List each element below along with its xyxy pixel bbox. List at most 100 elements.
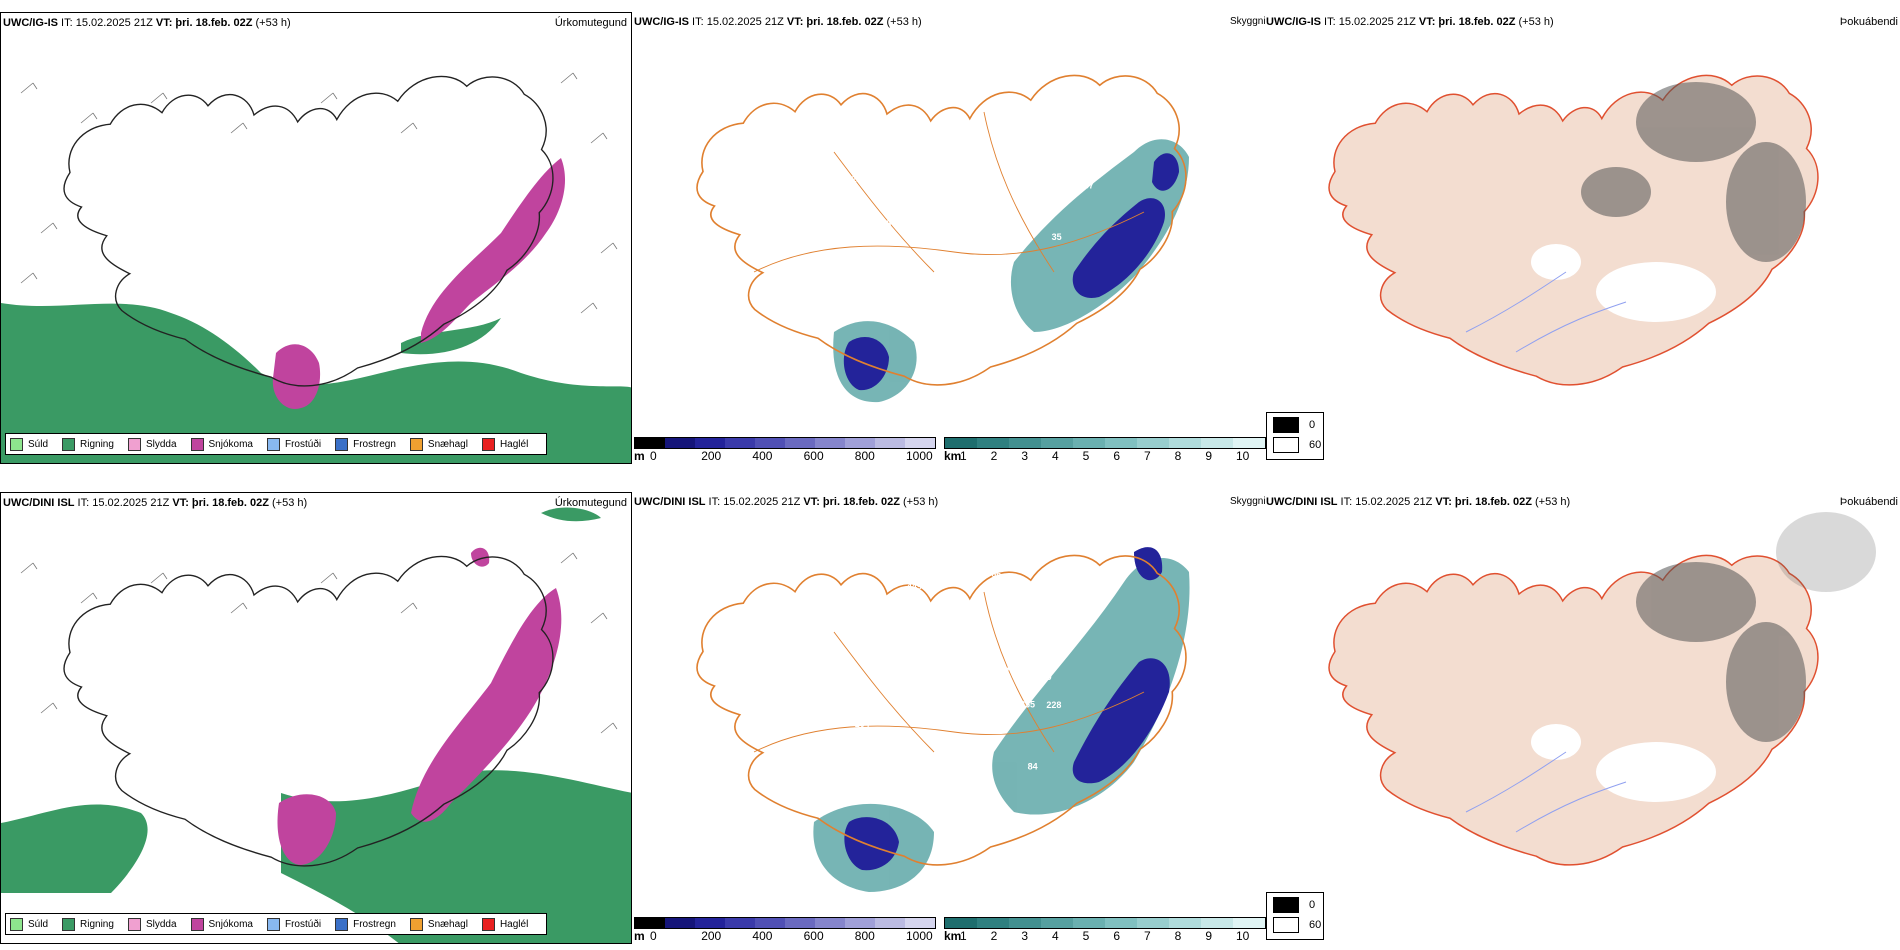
ceiling-value-label: 120 [864, 144, 879, 154]
colorbar-tick: 8 [1174, 929, 1182, 943]
panel-title: Skyggni [1230, 496, 1266, 507]
visibility-unit: km [944, 449, 962, 463]
colorbar-segment [845, 438, 875, 448]
colorbar-segment [1137, 918, 1169, 928]
colorbar-tick: 6 [1113, 929, 1121, 943]
precip-type-map-bottom: UWC/DINI ISL IT: 15.02.2025 21Z VT: þri.… [0, 492, 632, 944]
colorbar-tick: 7 [1144, 449, 1151, 463]
legend-swatch [481, 437, 495, 451]
ceiling-value-label: 449 [907, 582, 922, 592]
valid-label: VT: [786, 16, 804, 28]
ceiling-value-label: 63 [922, 762, 932, 772]
colorbar-tick: 1000 [906, 929, 933, 943]
colorbar-segment [695, 438, 725, 448]
init-time: IT: 15.02.2025 21Z [58, 17, 156, 29]
fog-legend-item: 60 [1273, 437, 1321, 453]
snow-area [272, 158, 566, 409]
legend-swatch [266, 917, 280, 931]
valid-label: VT: [1418, 16, 1436, 28]
iceland-map [1328, 512, 1876, 866]
fog-legend-label: 60 [1309, 919, 1322, 931]
ceiling-value-label: 332 [854, 584, 869, 594]
fog-clear [1531, 244, 1716, 322]
panel-header: UWC/IG-IS IT: 15.02.2025 21Z VT: þri. 18… [1266, 16, 1554, 28]
panel-header: UWC/IG-IS IT: 15.02.2025 21Z VT: þri. 18… [634, 16, 922, 28]
rivers [1465, 271, 1627, 353]
legend-item: Snjókoma [190, 917, 253, 931]
panel-title: Úrkomutegund [554, 17, 627, 29]
colorbar-segment [1169, 438, 1201, 448]
valid-time: þri. 18.feb. 02Z [819, 496, 900, 508]
fog-shading [1581, 82, 1806, 262]
ceiling-value-label: 90 [1037, 187, 1047, 197]
colorbar-tick: 7 [1144, 929, 1151, 943]
ceiling-value-label: 125 [847, 174, 862, 184]
legend-swatch [10, 917, 23, 931]
legend-label: Frostúði [284, 918, 322, 930]
legend-item: Frostúði [266, 917, 322, 931]
colorbar-tick: 200 [701, 929, 722, 943]
ceiling-value-label: 97 [956, 659, 966, 669]
colorbar-segment [977, 438, 1009, 448]
fog-legend-swatch [1273, 897, 1299, 913]
panel-title: Þokuábendi [1839, 16, 1898, 28]
colorbar-segment [1233, 918, 1265, 928]
colorbar-segment [977, 918, 1009, 928]
colorbar-segment [945, 918, 977, 928]
iceland-map: 120 54 89 91 122 118 125 332 131 43 90 87 65 72 40 42 40… [696, 74, 1189, 403]
ceiling-value-label: 332 [884, 181, 899, 191]
fog-legend-item: 0 [1273, 417, 1315, 433]
colorbar-segment [1105, 438, 1137, 448]
legend-item: Slydda [127, 437, 177, 451]
ceiling-value-label: 42 [966, 219, 976, 229]
lead-time: (+53 h) [1531, 496, 1571, 508]
iceland-map [1, 507, 631, 943]
init-time: IT: 15.02.2025 21Z [1321, 16, 1419, 28]
colorbar-tick: 0 [650, 449, 657, 463]
colorbar-segment [1201, 438, 1233, 448]
ceiling-value-label: 193 [974, 629, 989, 639]
ceiling-value-label: 40 [937, 215, 947, 225]
fog-clear [1531, 724, 1716, 802]
ceiling-value-label: 142 [994, 666, 1009, 676]
ceiling-value-label: 92 [975, 764, 985, 774]
legend-item: Snæhagl [409, 437, 468, 451]
colorbar-tick: 5 [1082, 929, 1090, 943]
fog-legend-item: 60 [1273, 917, 1321, 933]
ceiling-value-label: 317 [907, 716, 922, 726]
legend-item: Rigning [62, 917, 114, 931]
colorbar-segment [1105, 918, 1137, 928]
panel-header: UWC/DINI ISL IT: 15.02.2025 21Z VT: þri.… [1266, 496, 1570, 508]
visibility-unit: km [944, 929, 962, 943]
colorbar-tick: 200 [701, 449, 722, 463]
colorbar-segment [1041, 918, 1073, 928]
colorbar-segment [635, 918, 665, 928]
model-name: UWC/DINI ISL [634, 496, 706, 508]
colorbar-segment [1009, 438, 1041, 448]
visibility-colorbar [944, 437, 1266, 449]
wind-barbs [20, 552, 618, 734]
panel-header: UWC/IG-IS IT: 15.02.2025 21Z VT: þri. 18… [3, 17, 291, 29]
legend-swatch [190, 917, 204, 931]
colorbar-segment [815, 918, 845, 928]
legend-label: Frostregn [353, 918, 396, 930]
ceiling-unit: m [634, 449, 645, 463]
ceiling-value-label: 386 [991, 704, 1006, 714]
panel-header: UWC/DINI ISL IT: 15.02.2025 21Z VT: þri.… [3, 497, 307, 509]
fog-legend-label: 0 [1309, 419, 1316, 431]
legend-swatch [127, 437, 141, 451]
panel-title: Skyggni [1230, 16, 1266, 27]
colorbar-tick: 9 [1205, 929, 1213, 943]
init-time: IT: 15.02.2025 21Z [705, 496, 804, 508]
fog-legend-swatch [1273, 417, 1299, 433]
ceiling-visibility-map-bottom: 332 449 80 66 86 38 28 370 15 193 99 12 54 148 175 97 14… [634, 492, 1266, 944]
colorbar-segment [905, 918, 935, 928]
precip-type-map-top: UWC/IG-IS IT: 15.02.2025 21Z VT: þri. 18… [0, 12, 632, 464]
init-time: IT: 15.02.2025 21Z [1337, 496, 1436, 508]
ceiling-value-label: 148 [900, 655, 915, 665]
colorbar-tick: 2 [990, 449, 998, 463]
colorbar-segment [1041, 438, 1073, 448]
legend-label: Snjókoma [208, 918, 253, 930]
panel-header: UWC/DINI ISL IT: 15.02.2025 21Z VT: þri.… [634, 496, 938, 508]
legend-swatch [62, 917, 76, 931]
